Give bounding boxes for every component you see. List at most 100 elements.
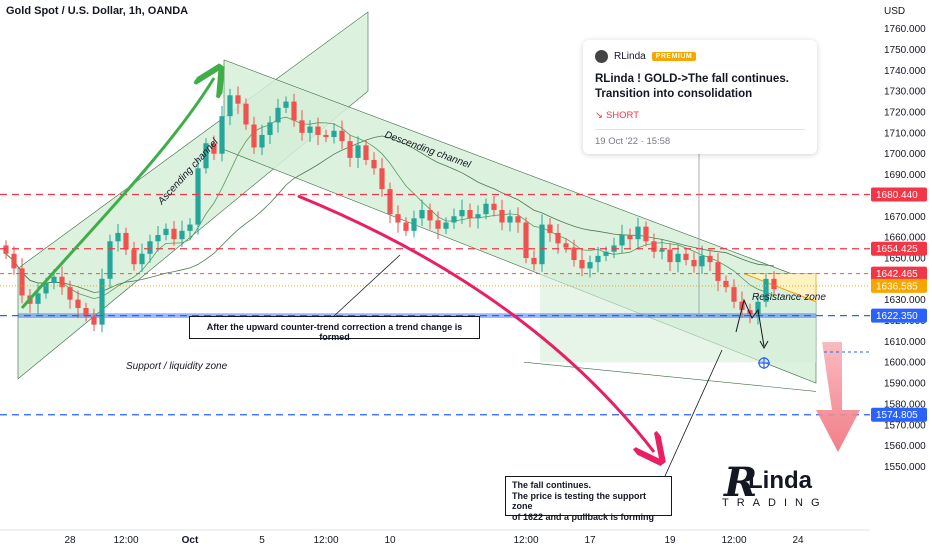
candle-body [43,282,49,294]
candle-body [651,241,657,252]
candle-body [315,126,321,135]
candle-body [563,243,569,248]
candle-body [339,130,345,142]
candle [187,218,193,240]
candle [19,258,25,304]
candle-body [99,278,105,325]
candle [139,243,145,272]
candle-body [211,143,217,154]
candle-body [347,141,353,158]
candle [107,234,113,288]
candle [363,140,369,166]
chart-drawings [20,78,872,477]
candle [379,158,385,197]
candle-body [91,316,97,325]
candle-body [147,241,153,254]
candle [403,217,409,237]
candle-body [267,122,273,135]
note1-pointer [333,254,401,317]
card-divider [595,129,805,130]
candle [443,217,449,234]
candle-body [419,209,425,219]
currency-label: USD [884,6,905,17]
idea-date: 19 Oct '22 · 15:58 [595,136,671,147]
candle-body [403,222,409,231]
candle-body [707,255,713,263]
candle [459,199,465,224]
candle-body [19,268,25,296]
candle [619,224,625,254]
price-level-badge-label: 1622.350 [876,311,918,322]
candle-body [507,216,513,223]
price-level-badge[interactable] [871,187,927,202]
channel-lower-extension [523,361,817,392]
candle [547,218,553,242]
price-tick-label: 1580.000 [884,399,926,410]
price-tick-label: 1670.000 [884,212,926,223]
candle-body [547,224,553,233]
candle [219,105,225,162]
price-level-badge[interactable] [871,407,927,422]
candle [739,291,745,318]
candle [155,226,161,252]
price-level-badge[interactable] [871,266,927,281]
candle [211,135,217,161]
candle [483,198,489,220]
candle [179,220,185,247]
candle-body [715,262,721,281]
candle [251,116,257,154]
candle-body [619,235,625,246]
candle-body [499,209,505,223]
candle-body [483,203,489,215]
candle-body [691,260,697,267]
resistance-zone-label: Resistance zone [752,292,826,303]
price-level-badge[interactable] [871,241,927,256]
candle [11,246,17,275]
candle [235,86,241,114]
idea-headline[interactable]: RLinda ! GOLD->The fall continues. Trans… [595,73,789,100]
candle-body [427,209,433,221]
candle [67,280,73,309]
idea-card[interactable]: RLinda PREMIUM RLinda ! GOLD->The fall c… [583,40,817,154]
candle-body [603,251,609,256]
candle [323,129,329,143]
author-name[interactable]: RLinda [614,51,646,62]
price-level-badge[interactable] [871,308,927,323]
candle-body [251,124,257,148]
candle-body [123,232,129,250]
candle [227,88,233,126]
candle [491,196,497,217]
price-tick-label: 1730.000 [884,87,926,98]
candle-body [107,241,113,279]
candle [523,217,529,264]
resistance-slope [743,273,817,303]
price-tick-label: 1560.000 [884,441,926,452]
time-axis[interactable]: 28 12:00 Oct 5 12:00 10 12:00 17 19 12:00 24 [0,529,870,550]
candle [275,98,281,133]
candle-body [331,130,337,138]
price-level-badge-label: 1654.425 [876,244,918,255]
candle-body [163,228,169,236]
candle-body [675,253,681,263]
candle-body [179,230,185,240]
price-level-badge[interactable] [871,278,927,293]
candle [115,223,121,252]
candle-body [283,101,289,108]
candle-body [523,222,529,258]
candle-body [451,216,457,223]
candle-body [459,209,465,217]
rlinda-logo: R Linda TRADING [722,459,822,515]
symbol-title[interactable]: Gold Spot / U.S. Dollar, 1h, OANDA [6,5,189,17]
idea-direction: ↘ SHORT [595,110,805,121]
logo-letter: R [724,459,758,506]
candle-body [35,293,41,304]
candle [731,279,737,309]
time-axis-background[interactable] [0,530,870,550]
candle-body [131,249,137,265]
idea-author[interactable]: RLinda PREMIUM [595,50,805,63]
candle [755,292,761,325]
candle [355,136,361,169]
price-axis[interactable]: USD 1550.000 1560.000 1570.000 1580.000 1590.… [870,0,932,550]
candle-body [587,262,593,269]
candle-body [579,260,585,269]
